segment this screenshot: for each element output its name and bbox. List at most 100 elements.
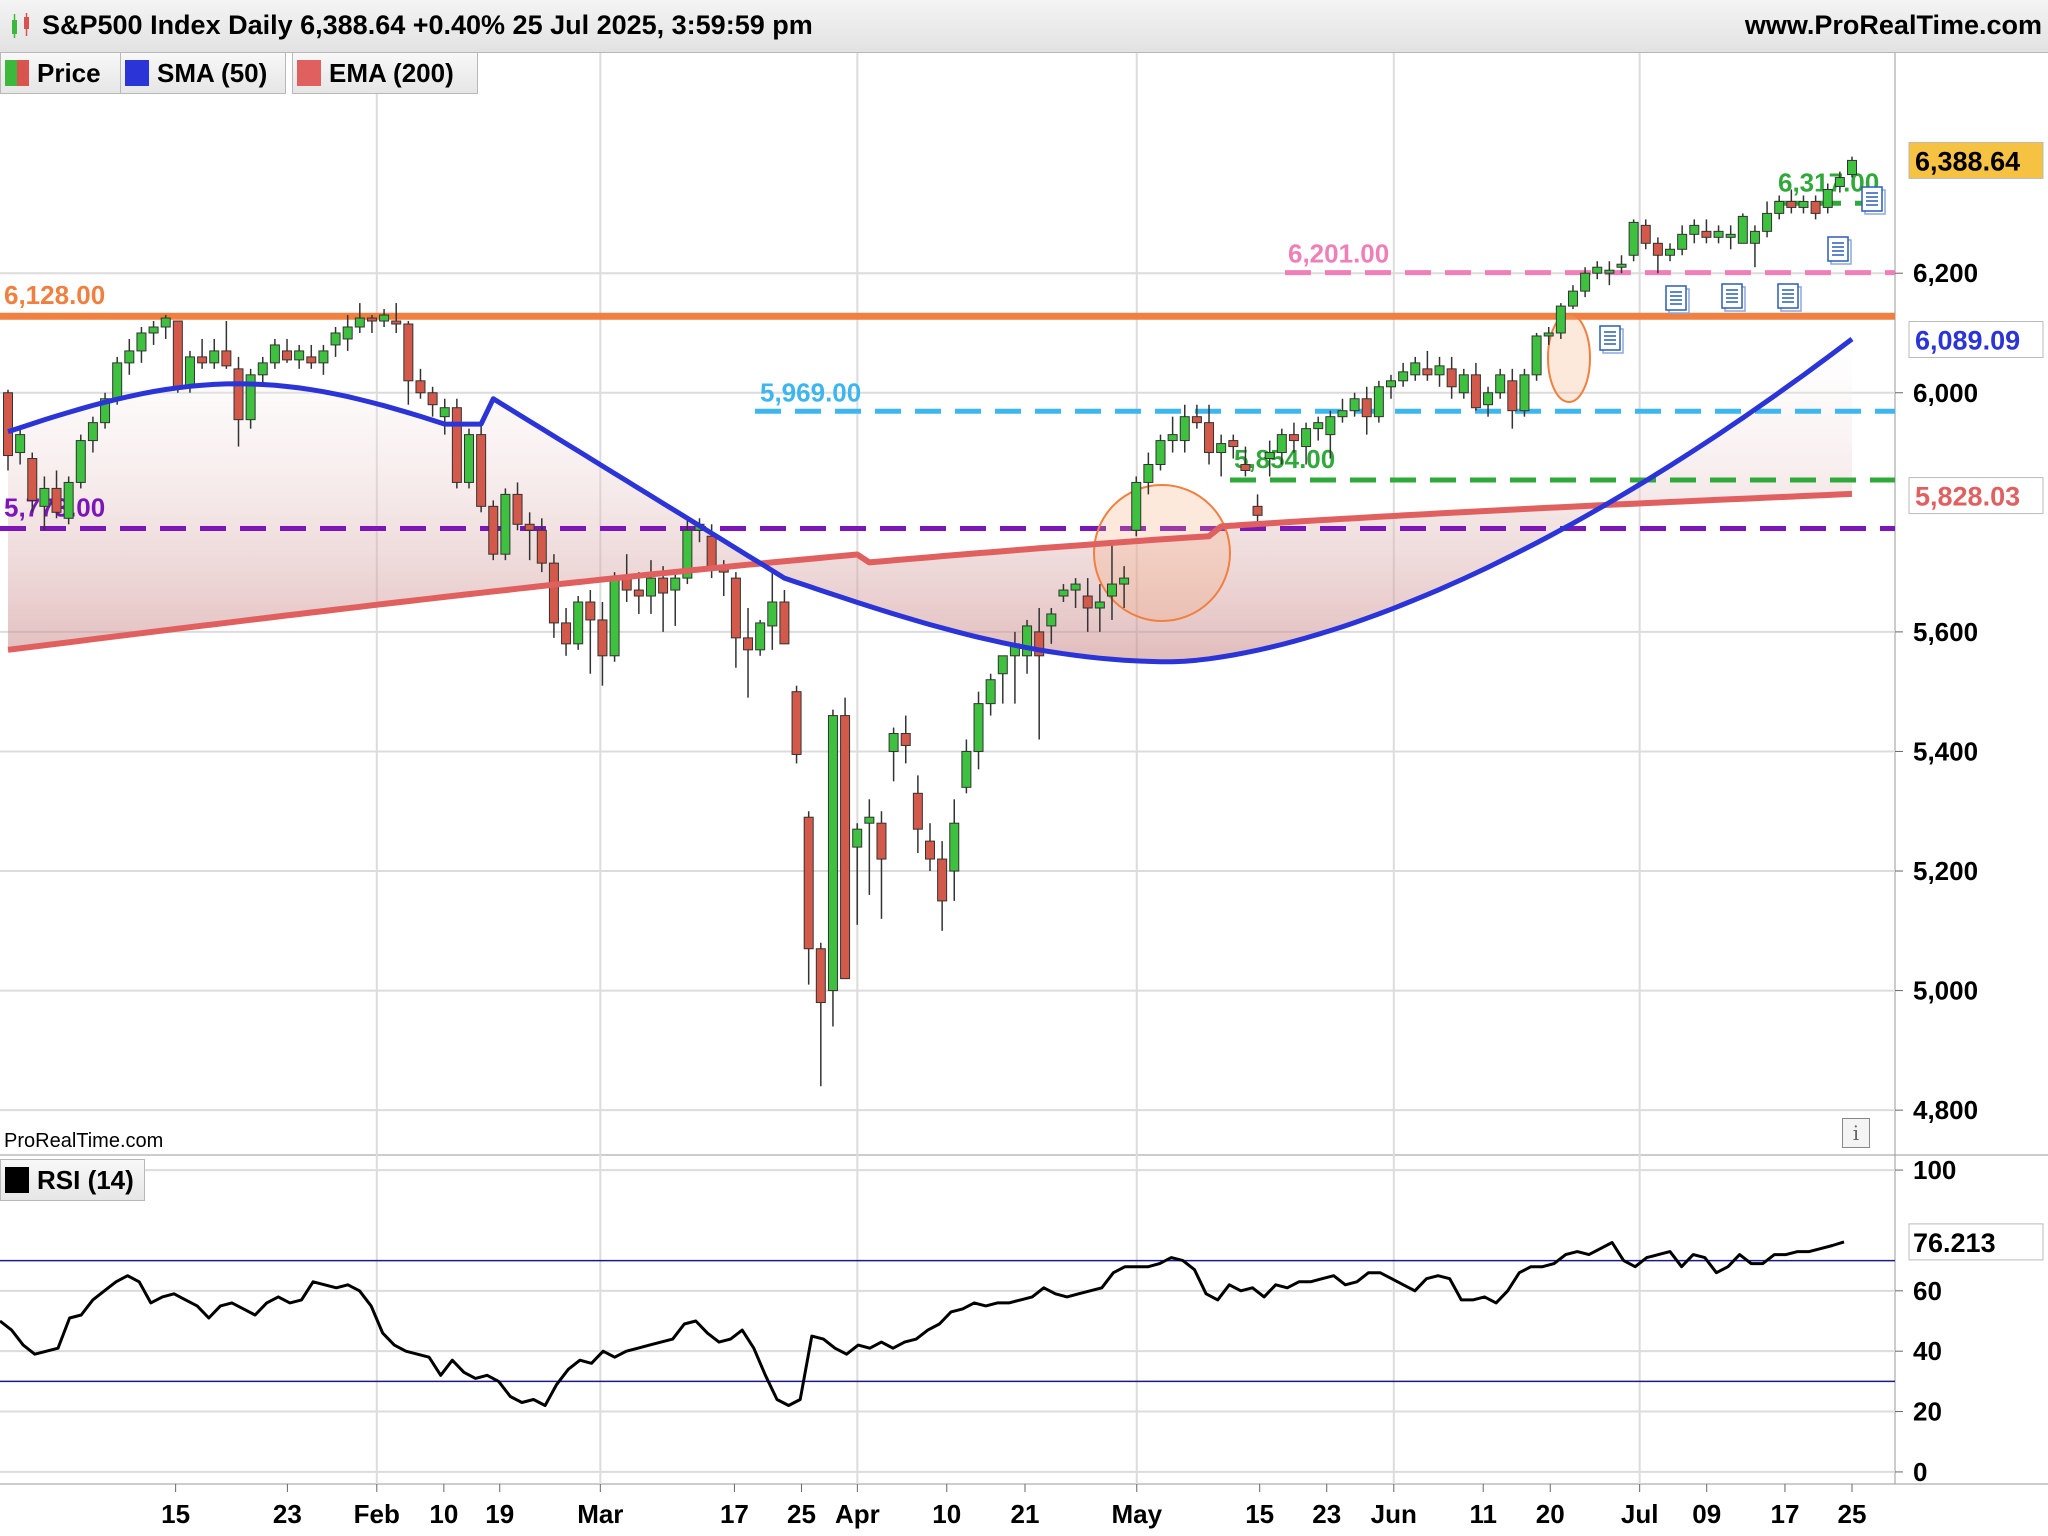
candle-body (306, 356, 317, 364)
candle-body (1470, 374, 1481, 409)
candle-body (997, 655, 1008, 675)
candle-body (1276, 434, 1287, 454)
sma-value-badge-bg (1908, 321, 2044, 359)
candle-body (1774, 200, 1785, 214)
candle-body (172, 320, 183, 388)
candle-body (197, 356, 208, 364)
rsi-tick-label: 40 (1913, 1336, 1942, 1366)
annotation-circle (1093, 484, 1231, 622)
candle-body (1725, 233, 1736, 238)
candle-body (803, 816, 814, 950)
x-tick-label: 25 (787, 1499, 816, 1529)
sma-value-badge: 6,089.09 (1915, 326, 2020, 356)
candle-body (633, 589, 644, 597)
legend-price[interactable]: Price (0, 52, 122, 94)
legend-ema[interactable]: EMA (200) (292, 52, 478, 94)
x-tick-label: 20 (1536, 1499, 1565, 1529)
candle-body (354, 317, 365, 328)
price-swatch-icon (5, 60, 29, 86)
candle-body (1167, 434, 1178, 442)
candle-body (1677, 233, 1688, 250)
x-tick-label: 17 (720, 1499, 749, 1529)
candle-body (1495, 374, 1506, 394)
y-tick-label: 5,000 (1913, 976, 1978, 1006)
candle-body (1834, 177, 1845, 188)
candle-body (318, 350, 329, 364)
legend-sma[interactable]: SMA (50) (120, 52, 286, 94)
rsi-swatch-icon (5, 1167, 29, 1193)
candle-body (815, 948, 826, 1004)
rsi-tick-label: 0 (1913, 1457, 1927, 1487)
ema-value-badge-bg (1908, 477, 2044, 515)
x-tick-label: 15 (1245, 1499, 1274, 1529)
candle-body (148, 326, 159, 334)
x-tick-label: 09 (1692, 1499, 1721, 1529)
candle-body (245, 374, 256, 421)
candle-body (1349, 398, 1360, 412)
x-tick-label: May (1111, 1499, 1162, 1529)
candle-body (1313, 422, 1324, 430)
candle-body (1507, 380, 1518, 412)
x-tick-label: 23 (1312, 1499, 1341, 1529)
candle-body (512, 493, 523, 525)
candle-body (1628, 221, 1639, 256)
candle-body (1264, 452, 1275, 460)
rsi-tick-label: 100 (1913, 1155, 1956, 1185)
x-tick-label: Mar (577, 1499, 623, 1529)
level-label: 6,201.00 (1288, 239, 1389, 269)
candle-body (1580, 272, 1591, 292)
candle-body (51, 487, 62, 513)
candle-body (779, 601, 790, 645)
candle-body (1240, 464, 1251, 471)
candle-body (1422, 368, 1433, 376)
info-icon[interactable]: i (1842, 1118, 1870, 1148)
rsi-tick-label: 20 (1913, 1397, 1942, 1427)
candle-body (1689, 224, 1700, 235)
chart-title: S&P500 Index Daily 6,388.64 +0.40% 25 Ju… (42, 10, 813, 40)
candle-body (1458, 374, 1469, 394)
candle-body (464, 434, 474, 483)
candle-body (682, 529, 693, 579)
candle-body (87, 422, 98, 442)
candle-body (1446, 368, 1457, 388)
candle-body (900, 733, 911, 746)
document-icon (1777, 283, 1802, 312)
legend-rsi[interactable]: RSI (14) (0, 1159, 145, 1201)
candle-body (1410, 362, 1421, 376)
y-tick-label: 6,200 (1913, 258, 1978, 288)
y-tick-label: 5,600 (1913, 617, 1978, 647)
candle-body (1434, 365, 1445, 376)
x-tick-label: 17 (1770, 1499, 1799, 1529)
candle-body (427, 392, 438, 406)
candle-body (160, 317, 171, 328)
candle-body (1701, 230, 1712, 238)
rsi-value-badge: 76.213 (1913, 1228, 1996, 1258)
candle-body (1216, 443, 1227, 454)
candle-body (1519, 374, 1530, 412)
candle-body (269, 344, 280, 364)
candle-body (1810, 200, 1821, 214)
legend-ema-label: EMA (200) (329, 57, 454, 88)
candle-body (1204, 422, 1215, 454)
candle-body (876, 822, 887, 860)
candle-body (645, 577, 656, 597)
candle-body (3, 392, 13, 457)
candle-body (184, 356, 195, 388)
candle-body (1640, 224, 1651, 244)
candle-body (439, 407, 450, 418)
site-url[interactable]: www.ProRealTime.com (1744, 10, 2042, 40)
candle-body (233, 368, 244, 421)
candle-body (15, 434, 26, 454)
y-tick-label: 5,400 (1913, 736, 1978, 766)
candle-body (609, 577, 620, 657)
candle-body (1604, 269, 1615, 274)
candle-body (100, 398, 111, 424)
candle-body (63, 481, 74, 519)
candle-body (827, 715, 838, 992)
candle-body (949, 822, 960, 872)
candle-body (1749, 230, 1760, 244)
document-icon (1599, 325, 1624, 354)
candle-body (294, 350, 305, 361)
candle-body (1398, 371, 1409, 382)
